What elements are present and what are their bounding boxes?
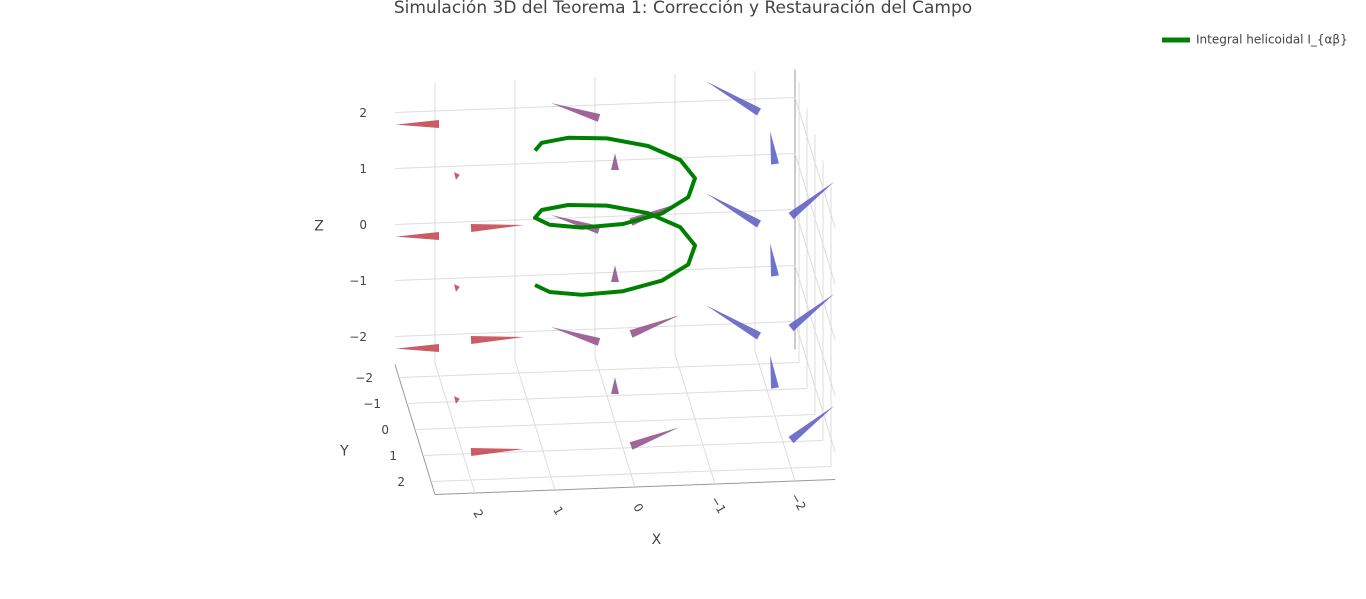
z-axis-title: Z	[314, 218, 324, 234]
grid-line	[394, 209, 796, 225]
grid-line	[794, 265, 836, 396]
cone	[395, 232, 440, 240]
helix-line	[533, 135, 697, 297]
cone	[454, 396, 460, 404]
y-tick-label: 0	[381, 423, 389, 437]
grid-line	[394, 321, 796, 337]
grid-line	[394, 97, 796, 113]
grid-line	[430, 466, 832, 482]
z-tick-label: 1	[359, 162, 367, 176]
cone	[629, 315, 679, 338]
legend-label: Integral helicoidal I_{αβ}	[1196, 33, 1348, 47]
x-tick-label: 0	[630, 501, 646, 515]
cone	[454, 172, 460, 180]
cone	[611, 153, 619, 170]
y-tick-label: −1	[363, 397, 381, 411]
y-tick-label: 1	[389, 449, 397, 463]
grid-line	[394, 265, 796, 281]
y-tick-label: −2	[355, 371, 373, 385]
z-tick-label: 2	[359, 106, 367, 120]
z-tick-label: −1	[349, 274, 367, 288]
cone	[470, 336, 524, 344]
cone	[611, 377, 619, 394]
grid-line	[398, 362, 800, 378]
grid-line	[794, 209, 836, 340]
cone	[470, 448, 524, 456]
cone	[706, 81, 762, 116]
cone	[706, 193, 762, 228]
cone	[470, 224, 524, 232]
cone	[551, 103, 601, 122]
cone	[395, 120, 440, 128]
grid-line	[406, 388, 808, 404]
cone	[395, 344, 440, 352]
z-tick-label: 0	[359, 218, 367, 232]
x-axis-title: X	[652, 532, 662, 548]
y-tick-label: 2	[397, 475, 405, 489]
grid-line	[394, 153, 796, 169]
cone	[788, 181, 835, 220]
x-tick-label: 1	[550, 504, 566, 518]
cone	[770, 131, 779, 165]
cone	[611, 265, 619, 282]
cone	[551, 327, 601, 346]
grid-line	[414, 414, 816, 430]
cone	[706, 305, 762, 340]
cone	[551, 215, 601, 234]
grid-line	[794, 153, 836, 284]
x-tick-label: −1	[708, 494, 729, 516]
cone	[788, 405, 835, 444]
cone	[770, 355, 779, 389]
y-axis-title: Y	[339, 444, 349, 460]
grid-line	[794, 97, 836, 228]
x-tick-label: −2	[788, 491, 809, 513]
x-tick-label: 2	[470, 507, 486, 521]
cone	[454, 284, 460, 292]
cone	[770, 243, 779, 277]
grid-line	[794, 321, 836, 452]
cone	[629, 427, 679, 450]
cone	[788, 293, 835, 332]
chart-title: Simulación 3D del Teorema 1: Corrección …	[394, 0, 972, 18]
z-tick-label: −2	[349, 330, 367, 344]
